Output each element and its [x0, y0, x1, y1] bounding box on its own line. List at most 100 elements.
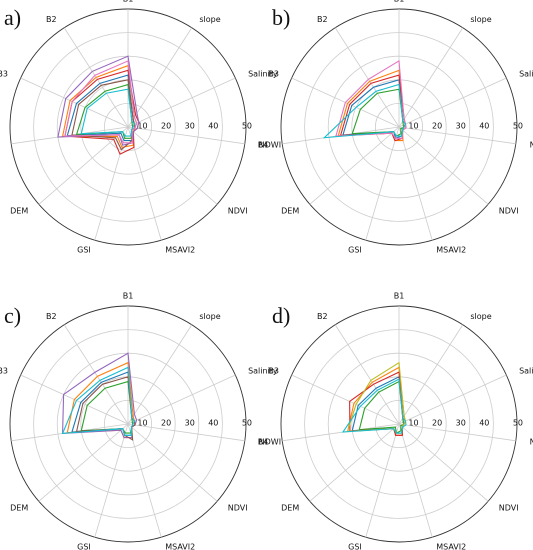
- series-line: [61, 366, 136, 436]
- panel-label: a): [4, 5, 21, 30]
- r-tick-label: 20: [432, 122, 442, 131]
- series-line: [80, 88, 136, 137]
- category-label: slope: [199, 15, 220, 24]
- r-tick-label: 50: [242, 122, 252, 131]
- category-label: MSAVI2: [436, 245, 466, 254]
- r-tick-label: 40: [208, 122, 218, 131]
- category-label: NDWI: [259, 141, 281, 150]
- spoke: [334, 27, 400, 128]
- category-label: B2: [46, 15, 57, 24]
- category-label: NDVI: [228, 206, 248, 215]
- spoke: [365, 126, 400, 241]
- category-label: B3: [0, 69, 8, 78]
- spoke: [334, 324, 400, 425]
- category-label: B2: [317, 15, 328, 24]
- r-tick-label: 40: [479, 122, 489, 131]
- category-label: NDWI: [530, 438, 533, 447]
- r-tick-label: 10: [137, 419, 147, 428]
- category-label: B3: [268, 366, 279, 375]
- category-label: NDVI: [228, 503, 248, 512]
- r-tick-label: 50: [242, 419, 252, 428]
- spoke: [309, 126, 400, 205]
- category-label: Salinity: [248, 69, 278, 78]
- spoke: [398, 324, 464, 425]
- spoke: [127, 77, 236, 128]
- spoke: [127, 374, 236, 425]
- series-line: [341, 378, 407, 434]
- r-tick-label: 30: [456, 419, 466, 428]
- spoke: [127, 423, 245, 442]
- spoke: [63, 324, 129, 425]
- r-tick-label: 10: [408, 419, 418, 428]
- spoke: [38, 126, 129, 205]
- category-label: MSAVI2: [165, 542, 195, 550]
- category-label: B3: [268, 69, 279, 78]
- r-tick-label: 20: [161, 419, 171, 428]
- category-label: B1: [123, 292, 134, 301]
- category-label: B2: [46, 312, 57, 321]
- spoke: [291, 374, 400, 425]
- r-tick-label: 50: [513, 122, 523, 131]
- category-label: B1: [394, 292, 405, 301]
- spoke: [398, 126, 489, 205]
- r-tick-label: 10: [137, 122, 147, 131]
- spoke: [127, 423, 162, 538]
- category-label: NDVI: [499, 503, 519, 512]
- spoke: [398, 423, 489, 502]
- spoke: [398, 27, 464, 128]
- series-line: [351, 88, 405, 137]
- panel-label: b): [272, 5, 290, 30]
- category-label: DEM: [10, 206, 28, 215]
- spoke: [127, 423, 218, 502]
- category-label: DEM: [281, 503, 299, 512]
- spoke: [127, 126, 218, 205]
- spoke: [20, 77, 129, 128]
- spoke: [38, 423, 129, 502]
- r-tick-label: 20: [161, 122, 171, 131]
- spoke: [282, 423, 400, 442]
- category-label: NDWI: [530, 141, 533, 150]
- category-label: slope: [199, 312, 220, 321]
- r-tick-label: 30: [456, 122, 466, 131]
- series-line: [358, 380, 405, 434]
- spoke: [309, 423, 400, 502]
- category-label: B1: [123, 0, 134, 4]
- spoke: [398, 77, 507, 128]
- category-label: DEM: [281, 206, 299, 215]
- category-label: Salinity: [519, 366, 533, 375]
- category-label: DEM: [10, 503, 28, 512]
- category-label: MSAVI2: [165, 245, 195, 254]
- spoke: [127, 126, 245, 145]
- category-label: GSI: [348, 245, 362, 254]
- category-label: B2: [317, 312, 328, 321]
- spoke: [398, 374, 507, 425]
- series-line: [75, 83, 134, 139]
- spoke: [398, 423, 433, 538]
- spoke: [398, 423, 516, 442]
- category-label: Salinity: [519, 69, 533, 78]
- spoke: [94, 126, 129, 241]
- category-label: NDVI: [499, 206, 519, 215]
- category-label: B4: [258, 141, 269, 150]
- spoke: [127, 27, 193, 128]
- category-label: Salinity: [248, 366, 278, 375]
- category-label: GSI: [77, 245, 91, 254]
- category-label: B3: [0, 366, 8, 375]
- spoke: [398, 126, 516, 145]
- r-tick-label: 20: [432, 419, 442, 428]
- r-tick-label: 30: [185, 419, 195, 428]
- panel-label: c): [4, 303, 21, 328]
- r-tick-label: 40: [208, 419, 218, 428]
- category-label: NDWI: [259, 438, 281, 447]
- series-line: [80, 380, 134, 434]
- category-label: B4: [258, 438, 269, 447]
- spoke: [398, 126, 433, 241]
- category-label: slope: [470, 312, 491, 321]
- category-label: GSI: [348, 542, 362, 550]
- r-tick-label: 10: [408, 122, 418, 131]
- series-line: [322, 83, 407, 139]
- category-label: GSI: [77, 542, 91, 550]
- category-label: B1: [394, 0, 405, 4]
- category-label: slope: [470, 15, 491, 24]
